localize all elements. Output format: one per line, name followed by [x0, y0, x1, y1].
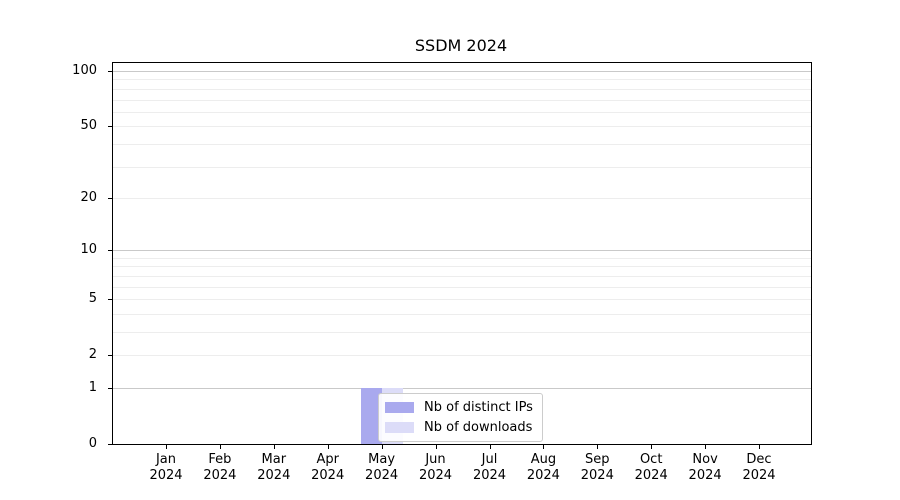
x-axis-tick: [381, 444, 383, 449]
minor-gridline: [113, 257, 811, 259]
y-axis-tick-label: 2: [88, 347, 97, 363]
chart-title: SSDM 2024: [414, 36, 508, 55]
legend-swatch-downloads: [385, 422, 414, 433]
x-axis-tick: [273, 444, 275, 449]
legend-swatch-distinct-ips: [385, 402, 414, 413]
x-axis-tick: [435, 444, 437, 449]
x-axis-tick: [219, 444, 221, 449]
y-axis-tick-label: 0: [88, 436, 97, 451]
x-axis-tick-label: Jun 2024: [418, 452, 453, 483]
minor-gridline: [113, 275, 811, 277]
y-axis-tick: [108, 250, 112, 252]
legend-item-distinct-ips: Nb of distinct IPs: [385, 399, 533, 416]
minor-gridline: [113, 111, 811, 113]
y-axis-tick: [108, 388, 112, 389]
y-axis-tick-label: 100: [72, 63, 97, 78]
x-axis-tick: [489, 444, 491, 449]
x-axis-tick-label: Aug 2024: [526, 452, 560, 483]
bar-nb-of-distinct-ips: [360, 388, 382, 444]
x-axis-tick-label: Jul 2024: [472, 452, 507, 483]
x-axis-tick: [597, 444, 599, 449]
minor-gridline: [113, 286, 811, 288]
x-axis-tick-label: Sep 2024: [580, 452, 614, 483]
x-axis-tick-label: Nov 2024: [688, 452, 722, 483]
legend: Nb of distinct IPs Nb of downloads: [378, 393, 543, 442]
legend-label-distinct-ips: Nb of distinct IPs: [424, 400, 533, 415]
major-gridline: [113, 250, 811, 252]
x-axis-tick-label: Oct 2024: [634, 452, 668, 483]
minor-gridline: [113, 197, 811, 199]
y-axis-tick-label: 20: [80, 189, 97, 205]
y-axis-tick: [108, 355, 112, 357]
y-axis-tick: [108, 299, 112, 301]
minor-gridline: [113, 79, 811, 81]
plot-area: Nb of distinct IPs Nb of downloads 0 1 2 5 1…: [72, 62, 812, 483]
minor-gridline: [113, 88, 811, 90]
minor-gridline: [113, 355, 811, 357]
y-axis-tick: [108, 71, 112, 72]
x-axis-tick: [166, 444, 167, 449]
y-axis-tick-label: 50: [80, 118, 97, 134]
minor-gridline: [113, 313, 811, 315]
x-axis-tick-label: Dec 2024: [742, 452, 776, 483]
y-axis-tick: [108, 444, 112, 445]
x-axis-tick-label: Mar 2024: [257, 452, 291, 483]
x-axis-tick-label: Jan 2024: [149, 452, 183, 483]
minor-gridline: [113, 143, 811, 145]
x-axis-tick: [759, 444, 760, 449]
major-gridline: [113, 388, 811, 389]
x-axis-tick-label: Apr 2024: [311, 452, 345, 483]
minor-gridline: [113, 299, 811, 301]
y-axis-tick: [108, 126, 112, 128]
legend-item-downloads: Nb of downloads: [385, 419, 533, 436]
y-axis-tick-label: 10: [80, 242, 97, 258]
legend-label-downloads: Nb of downloads: [424, 420, 533, 435]
x-axis-tick: [651, 444, 653, 449]
x-axis-tick-label: May 2024: [365, 452, 399, 483]
y-axis-tick-label: 1: [88, 380, 97, 395]
x-axis-tick: [543, 444, 545, 449]
x-axis-tick-label: Feb 2024: [203, 452, 237, 483]
x-axis-tick: [705, 444, 707, 449]
minor-gridline: [113, 266, 811, 268]
minor-gridline: [113, 332, 811, 333]
major-gridline: [113, 71, 811, 72]
minor-gridline: [113, 166, 811, 168]
y-axis-tick: [108, 197, 112, 199]
minor-gridline: [113, 126, 811, 128]
x-axis-tick: [327, 444, 329, 449]
y-axis-tick-label: 5: [88, 291, 97, 307]
minor-gridline: [113, 99, 811, 101]
